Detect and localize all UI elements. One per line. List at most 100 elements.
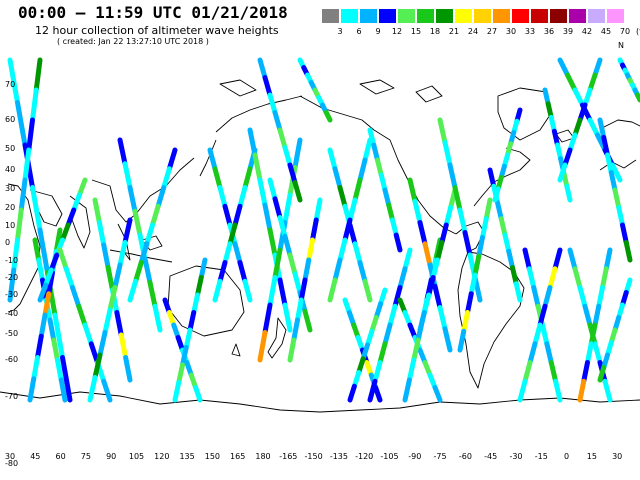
track-segment: [242, 166, 253, 190]
longitude-label: -45: [484, 452, 497, 461]
legend-tick-label: 24: [467, 27, 479, 36]
track-segment: [417, 220, 428, 247]
longitude-label: 15: [587, 452, 597, 461]
legend-swatch: [341, 9, 358, 23]
track-segment: [46, 270, 55, 297]
track-segment: [347, 383, 357, 403]
track-segment: [447, 162, 458, 190]
track-segment: [282, 302, 293, 333]
track-segment: [36, 257, 45, 283]
track-segment: [193, 385, 203, 403]
track-segment: [402, 247, 413, 272]
latitude-label: 70: [5, 80, 15, 89]
legend-swatch: [474, 9, 491, 23]
track-segment: [291, 317, 300, 343]
track-segment: [392, 285, 403, 309]
track-segment: [132, 208, 143, 238]
track-segment: [295, 297, 304, 323]
track-segment: [572, 117, 583, 138]
track-segment: [292, 137, 303, 170]
track-segment: [567, 132, 578, 153]
longitude-label: -105: [380, 452, 398, 461]
latitude-label: -60: [5, 355, 18, 364]
track-segment: [592, 341, 603, 365]
latitude-label: 20: [5, 203, 15, 212]
track-segment: [430, 257, 440, 280]
track-segment: [572, 87, 585, 108]
longitude-label: -120: [355, 452, 373, 461]
track-segment: [117, 137, 128, 167]
longitude-label: 120: [154, 452, 169, 461]
legend-tick-label: 36: [543, 27, 555, 36]
track-segment: [287, 337, 297, 363]
track-segment: [306, 237, 315, 263]
track-segment: [112, 262, 123, 290]
track-segment: [242, 278, 253, 303]
track-segment: [272, 247, 283, 280]
legend-swatch: [607, 9, 624, 23]
track-segment: [377, 341, 388, 365]
legend-swatch: [379, 9, 396, 23]
track-segment: [552, 247, 563, 272]
track-segment: [432, 283, 443, 310]
track-segment: [237, 260, 248, 284]
track-segment: [620, 222, 629, 245]
track-segment: [282, 233, 293, 258]
track-segment: [118, 332, 129, 360]
track-segment: [53, 227, 63, 254]
longitude-label: 135: [179, 452, 194, 461]
track-segment: [65, 207, 77, 228]
track-segment: [371, 142, 380, 163]
legend-tick-label: 70: [619, 27, 631, 36]
longitude-label: 75: [81, 452, 91, 461]
legend-tick-label: 3: [337, 27, 343, 36]
track-segment: [597, 117, 607, 140]
track-segment: [267, 275, 278, 308]
track-segment: [272, 110, 283, 133]
track-segment: [267, 177, 278, 202]
track-segment: [327, 147, 338, 172]
legend-tick-label: 9: [375, 27, 381, 36]
track-segment: [122, 161, 133, 190]
track-segment: [138, 241, 150, 265]
track-segment: [11, 237, 20, 273]
longitude-label: -15: [535, 452, 548, 461]
legend-tick-label: 42: [581, 27, 593, 36]
legend-tick-label: 33: [524, 27, 536, 36]
track-segment: [282, 192, 293, 225]
latitude-label: -80: [5, 459, 18, 468]
track-segment: [337, 237, 348, 263]
track-segment: [402, 377, 412, 403]
track-segment: [262, 75, 273, 98]
track-segment: [592, 303, 602, 328]
track-segment: [117, 240, 128, 268]
latitude-label: -10: [5, 256, 18, 265]
track-segment: [422, 241, 433, 268]
track-segment: [7, 267, 17, 303]
track-segment: [332, 257, 343, 283]
track-segment: [101, 378, 113, 403]
track-segment: [382, 187, 392, 208]
track-segment: [412, 198, 423, 225]
track-segment: [150, 203, 161, 228]
track-segment: [60, 355, 73, 403]
track-segment: [70, 285, 82, 309]
track-segment: [596, 285, 605, 309]
track-segment: [585, 341, 594, 365]
track-segment: [562, 147, 573, 168]
track-segment: [390, 217, 399, 238]
track-segment: [18, 177, 28, 213]
legend-swatch: [569, 9, 586, 23]
longitude-label: 30: [612, 452, 622, 461]
legend-swatch: [398, 9, 415, 23]
track-segment: [465, 291, 474, 315]
track-segment: [502, 232, 512, 254]
track-segment: [35, 333, 44, 360]
track-segment: [57, 247, 69, 272]
track-segment: [257, 57, 268, 80]
track-segment: [603, 247, 613, 272]
longitude-label: 45: [30, 452, 40, 461]
track-segment: [277, 127, 288, 150]
track-segment: [597, 365, 607, 383]
track-segment: [323, 110, 333, 123]
